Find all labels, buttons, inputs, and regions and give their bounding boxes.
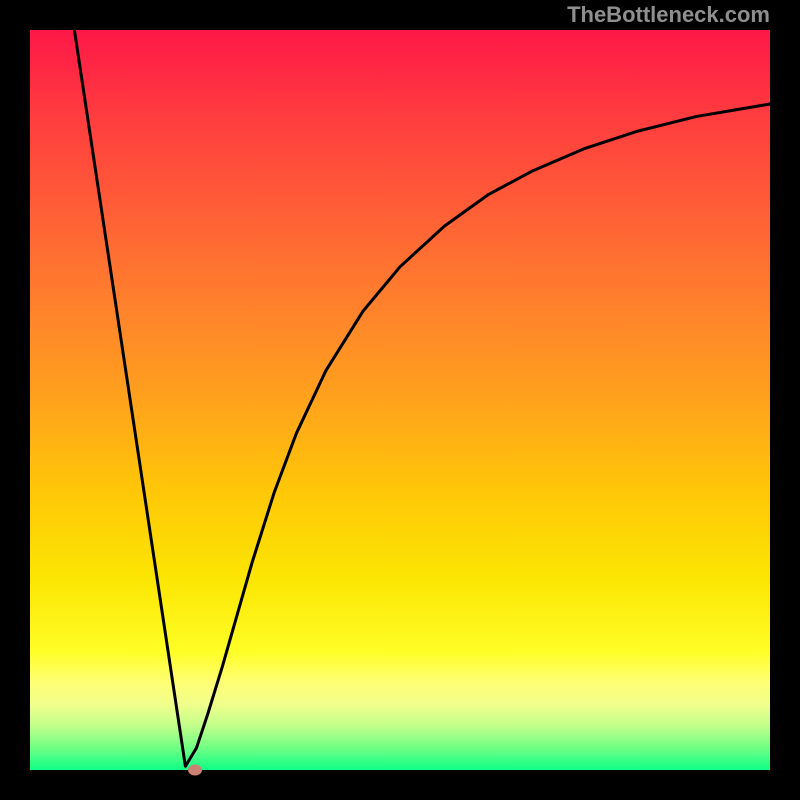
- chart-container: TheBottleneck.com: [0, 0, 800, 800]
- minimum-marker: [188, 765, 202, 776]
- curve-layer: [0, 0, 800, 800]
- bottleneck-curve: [74, 30, 770, 766]
- watermark-text: TheBottleneck.com: [567, 2, 770, 28]
